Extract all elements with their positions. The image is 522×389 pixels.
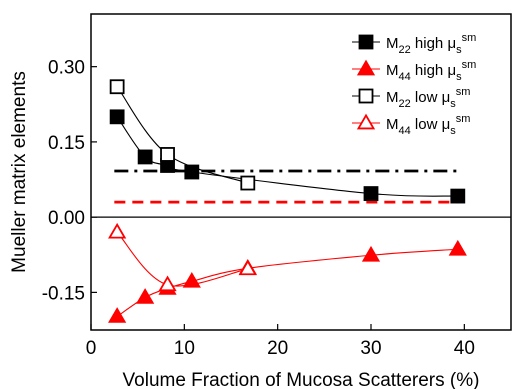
data-point-square [184,164,200,180]
data-point-square [109,79,125,95]
data-point-square [137,149,153,165]
y-tick-label: 0.15 [48,133,85,154]
data-point-triangle [356,59,376,76]
axes: -0.15 0.00 0.15 0.30 0 10 20 30 40 [42,58,511,359]
plot-frame [90,13,512,331]
data-point-square [358,88,374,104]
data-point-square [358,34,374,50]
x-tick-label: 0 [86,338,97,359]
reference-lines [114,169,460,204]
data-point-triangle [356,113,376,130]
data-point-triangle [158,275,177,292]
data-point-square [363,186,379,201]
data-point-square [109,109,125,125]
y-tick-label: -0.15 [42,283,85,304]
legend-label: M44 low μssm [386,113,470,137]
x-axis-label: Volume Fraction of Mucosa Scatterers (%) [123,370,480,389]
legend-label: M44 high μssm [386,59,476,83]
data-point-square [450,188,466,204]
data-point-triangle [238,259,257,276]
y-axis-label: Mueller matrix elements [9,71,30,273]
y-tick-label: 0.00 [48,208,85,229]
legend-label: M22 high μssm [386,32,476,56]
data-point-triangle [448,239,467,256]
data-point-square [240,175,256,191]
x-tick-label: 40 [454,338,475,359]
y-tick-label: 0.30 [48,58,85,79]
data-point-triangle [136,288,155,304]
data-point-triangle [108,222,127,239]
legend-label: M22 low μssm [386,86,470,110]
legend: M22 high μssm M44 high μssm M22 low μssm M4… [352,32,476,137]
data-point-square [160,147,175,162]
series-line-3 [116,231,248,287]
data-point-triangle [108,307,127,323]
data-point-triangle [361,245,381,262]
x-tick-label: 30 [360,338,381,359]
x-tick-label: 20 [267,338,288,359]
x-tick-label: 10 [174,338,195,359]
data-point-triangle [182,272,201,288]
series-markers [108,79,467,323]
series-line-2 [116,86,248,184]
